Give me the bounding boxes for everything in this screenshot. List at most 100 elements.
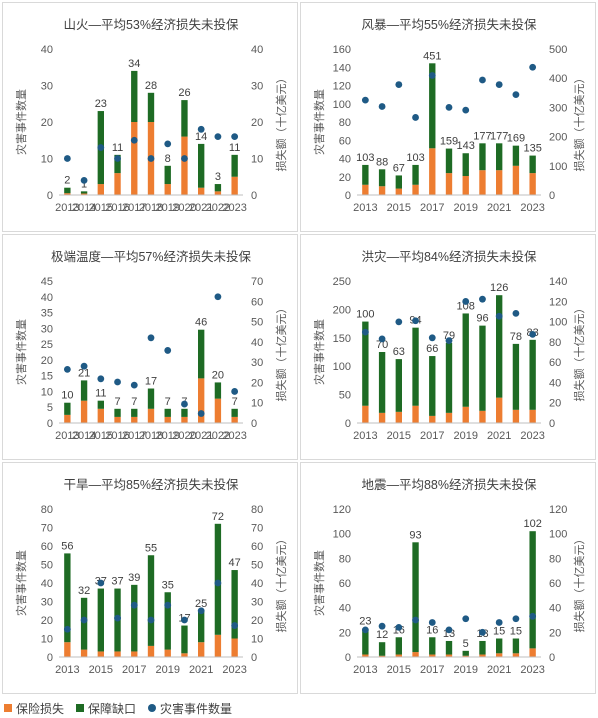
bar-gap [378,169,386,187]
bar-insured [529,648,536,657]
y2-tick-label: 50 [251,560,263,572]
bar-total-label: 1 [81,178,87,190]
event-count-point [495,619,503,626]
bar-gap [479,325,486,411]
y2-tick-label: 10 [251,634,263,646]
bar-total-label: 46 [195,317,207,329]
y-tick-label: 40 [41,578,53,590]
bar-total-label: 21 [78,367,90,379]
chart-panel-2: 风暴—平均55%经济损失未投保 0 20 40 60 80 100 120 140 160 0 100… [300,2,596,232]
event-count-point [130,381,138,389]
bar-total-label: 10 [61,390,73,402]
bar-total-label: 88 [376,156,388,168]
x-tick-label: 2018 [139,202,163,214]
y2-tick-label: 0 [251,418,257,430]
chart-svg: 干旱—平均85%经济损失未投保 0 10 20 30 40 50 60 70 80 0 10 20 30 4… [14,477,288,676]
y-tick-label: 150 [333,333,351,345]
bar-total-label: 177 [473,130,491,142]
event-count-point [445,104,453,111]
event-count-point [147,334,155,342]
y-axis-title: 灾害事件数量 [14,319,28,385]
y2-tick-label: 40 [549,377,561,389]
event-count-point [445,337,453,345]
chart-title: 山火—平均53%经济损失未投保 [63,17,239,32]
x-tick-label: 2023 [520,664,544,676]
y-tick-label: 100 [333,529,351,541]
bar-total-label: 100 [356,309,374,321]
y2-axis-title: 损失额（十亿美元） [572,73,586,172]
event-count-point [428,619,436,626]
bar-insured [214,634,222,657]
bar-total-label: 16 [426,624,438,636]
bar-insured [231,176,238,195]
event-count-point [395,318,403,326]
bar-insured [445,654,453,657]
bar-total-label: 23 [359,616,371,628]
bar-gap [378,352,386,413]
chart-svg: 风暴—平均55%经济损失未投保 0 20 40 60 80 100 120 140 160 0 100… [312,17,586,214]
event-count-point [181,400,188,408]
bar-gap [181,100,188,137]
bar-total-label: 11 [229,142,240,154]
bar-total-label: 7 [165,396,171,408]
bar-total-label: 47 [229,557,241,569]
y2-tick-label: 10 [251,154,263,166]
y-tick-label: 0 [345,652,351,664]
y-tick-label: 35 [41,308,53,320]
x-tick-label: 2022 [206,430,230,442]
bar-gap [462,153,469,177]
y2-tick-label: 60 [251,296,263,308]
bar-insured [362,405,369,423]
bar-insured [80,193,88,195]
x-tick-label: 2017 [122,202,146,214]
bar-gap [362,164,369,185]
bar-gap [131,408,138,417]
bar-total-label: 7 [232,396,238,408]
y-tick-label: 200 [333,304,351,316]
y2-axis-title: 损失额（十亿美元） [274,534,288,633]
bar-insured [529,173,536,195]
bar-gap [429,63,436,149]
x-tick-label: 2013 [55,430,79,442]
bar-gap [529,155,536,174]
x-tick-label: 2019 [155,664,179,676]
y2-tick-label: 40 [251,44,263,56]
bar-total-label: 23 [95,98,107,110]
y-tick-label: 50 [41,560,53,572]
bar-gap [114,154,121,174]
bar-insured [362,654,369,657]
y-tick-label: 40 [339,154,351,166]
bar-gap [164,165,171,185]
bar-total-label: 103 [406,152,424,164]
x-tick-label: 2013 [353,430,377,442]
y2-tick-label: 120 [549,504,567,516]
bar-insured [445,173,453,195]
bar-total-label: 67 [393,162,405,174]
bar-gap [362,321,369,406]
event-count-point [512,91,520,99]
x-tick-label: 2021 [487,202,511,214]
bar-total-label: 17 [145,376,157,388]
bar-total-label: 108 [457,300,475,312]
event-count-point [164,347,172,354]
legend-item-events: 灾害事件数量 [148,700,232,717]
event-count-point [181,155,188,162]
bar-total-label: 72 [212,511,224,523]
chart-title: 极端温度—平均57%经济损失未投保 [51,249,252,264]
event-count-point [512,309,520,317]
event-count-point [361,626,369,634]
y2-tick-label: 140 [549,276,567,288]
bar-gap [97,588,104,652]
bar-insured [97,651,104,657]
bar-gap [164,408,171,417]
event-count-point [114,614,121,622]
y2-tick-label: 20 [251,615,263,627]
bar-total-label: 8 [165,153,171,165]
bar-gap [412,542,419,653]
y2-axis-title: 损失额（十亿美元） [572,534,586,633]
event-count-point [428,72,436,79]
bar-total-label: 451 [423,50,441,62]
bar-total-label: 12 [376,629,388,641]
event-count-point [114,378,121,386]
bar-gap [479,640,486,655]
